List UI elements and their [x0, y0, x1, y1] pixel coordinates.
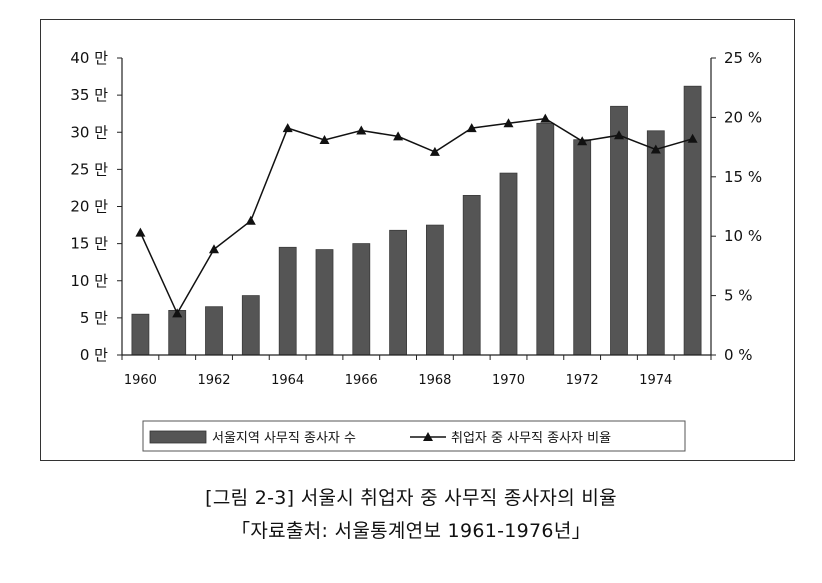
- x-tick-label: 1966: [345, 373, 378, 388]
- bar-1975: [683, 85, 702, 356]
- caption-title: [그림 2-3] 서울시 취업자 중 사무직 종사자의 비율: [205, 487, 617, 509]
- y-left-tick-label: 5 만: [80, 309, 108, 327]
- y-right-tick-label: 5 %: [724, 287, 753, 305]
- legend-bar-label: 서울지역 사무직 종사자 수: [212, 431, 356, 446]
- y-left-tick-label: 0 만: [80, 346, 108, 364]
- bar-1971: [536, 122, 555, 356]
- legend-box: [142, 420, 686, 452]
- y-left-tick-label: 10 만: [70, 272, 108, 290]
- ratio-point-1966: [356, 125, 367, 135]
- y-left-tick-label: 20 만: [70, 198, 108, 216]
- y-left-tick-label: 30 만: [70, 123, 108, 141]
- y-right-tick-label: 15 %: [724, 168, 762, 186]
- ratio-line: [139, 117, 693, 316]
- bar-1965: [315, 249, 334, 356]
- ratio-point-1974: [650, 144, 661, 154]
- chart-frame: [40, 19, 795, 461]
- ratio-point-1961: [172, 308, 183, 318]
- ratio-point-1967: [393, 131, 404, 141]
- ratio-point-1964: [282, 123, 293, 133]
- ratio-point-1973: [614, 130, 624, 140]
- bars-layer: [131, 85, 702, 356]
- x-tick-label: 1960: [124, 373, 157, 388]
- bar-1960: [131, 313, 150, 356]
- ratio-point-1969: [466, 123, 477, 133]
- bar-1966: [352, 243, 371, 356]
- caption-source: 「자료출처: 서울통계연보 1961-1976년」: [231, 520, 591, 542]
- axes-layer: 0 만 5 만 10 만 15 만 20 만 25 만 30 만 35 만 40 만 0 % 5 %…: [70, 49, 762, 388]
- y-right-tick-label: 0 %: [724, 346, 753, 364]
- bar-1964: [278, 246, 297, 356]
- bar-1972: [573, 139, 592, 356]
- y-left-tick-label: 25 만: [70, 160, 108, 178]
- ratio-point-1960: [135, 227, 146, 237]
- legend-triangle-marker: [423, 432, 433, 441]
- bar-1973: [610, 105, 628, 356]
- y-left-tick-label: 35 만: [70, 86, 108, 104]
- ratio-point-1968: [429, 146, 440, 156]
- ratio-point-1963: [245, 215, 256, 225]
- x-tick-label: 1964: [271, 373, 304, 388]
- ratio-point-1972: [577, 136, 588, 146]
- legend-line-label: 취업자 중 사무직 종사자 비율: [451, 431, 611, 446]
- bar-1962: [205, 306, 223, 356]
- y-right-tick-label: 25 %: [724, 49, 762, 67]
- ratio-point-1971: [540, 113, 551, 123]
- legend-bar-swatch: [149, 430, 207, 444]
- x-tick-label: 1968: [418, 373, 451, 388]
- ratio-point-1962: [209, 244, 219, 254]
- x-tick-label: 1962: [197, 373, 230, 388]
- y-right-tick-label: 10 %: [724, 227, 762, 245]
- x-tick-label: 1972: [566, 373, 599, 388]
- legend: 서울지역 사무직 종사자 수 취업자 중 사무직 종사자 비율: [142, 420, 686, 452]
- bar-1968: [425, 224, 444, 356]
- bar-1970: [499, 172, 518, 356]
- y-left-tick-label: 40 만: [70, 49, 108, 67]
- bar-1974: [646, 130, 665, 356]
- ratio-point-1965: [319, 135, 330, 144]
- ratio-point-1970: [503, 118, 514, 128]
- x-tick-label: 1974: [639, 373, 672, 388]
- combo-chart: 0 만 5 만 10 만 15 만 20 만 25 만 30 만 35 만 40 만 0 % 5 %…: [70, 49, 762, 452]
- figure-caption: [그림 2-3] 서울시 취업자 중 사무직 종사자의 비율 「자료출처: 서울…: [0, 482, 822, 548]
- y-right-tick-label: 20 %: [724, 108, 762, 126]
- bar-1967: [389, 229, 408, 356]
- bar-1963: [241, 295, 260, 356]
- y-left-tick-label: 15 만: [70, 235, 108, 253]
- x-tick-label: 1970: [492, 373, 525, 388]
- ratio-point-1975: [687, 133, 698, 143]
- bar-1969: [462, 194, 481, 356]
- line-layer: [135, 113, 698, 318]
